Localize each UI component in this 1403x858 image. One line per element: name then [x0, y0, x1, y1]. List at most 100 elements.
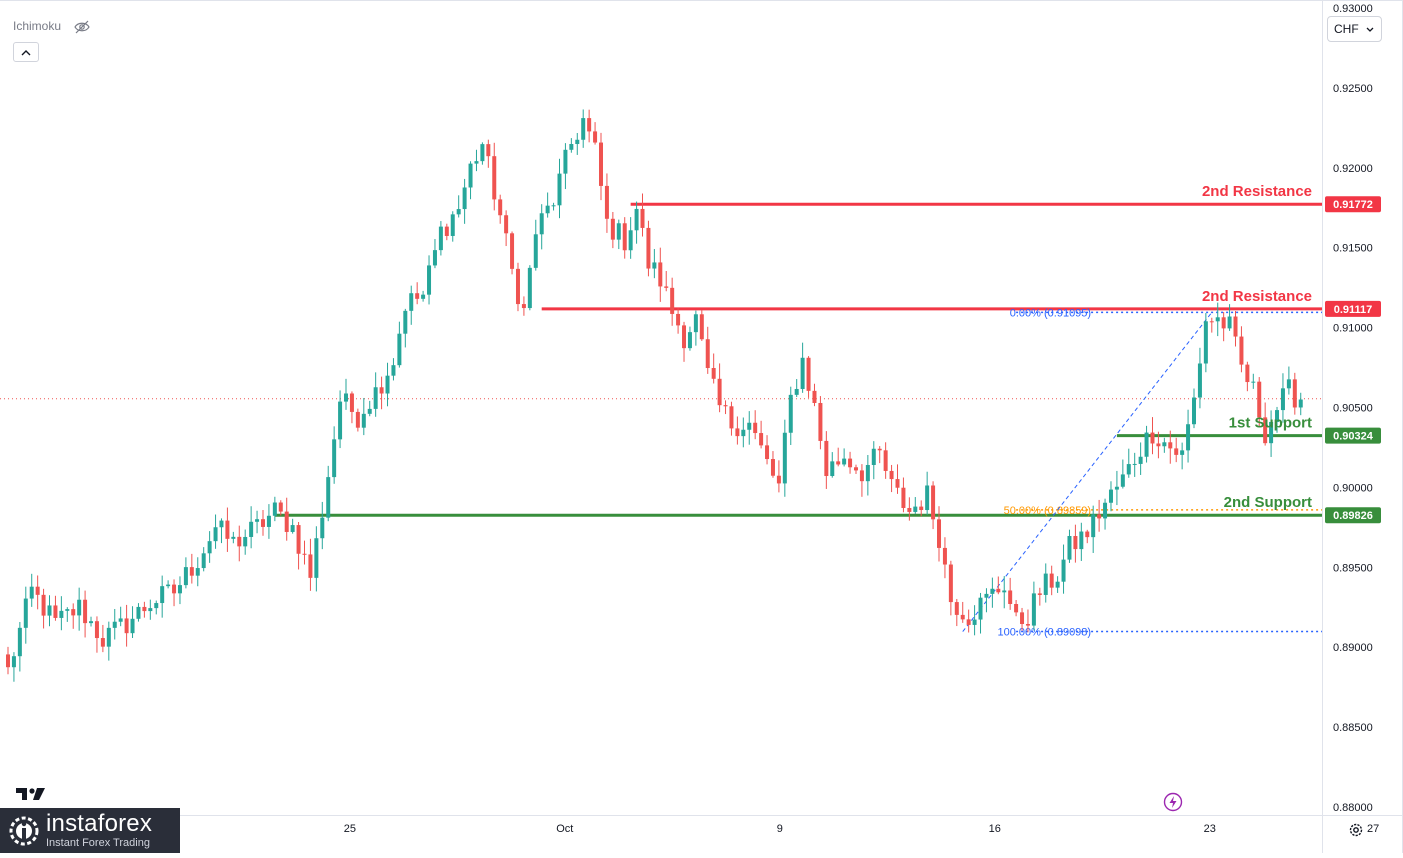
candle	[1108, 481, 1113, 512]
level-labels: 2nd Resistance 0.91772 2nd Resistance 0.911…	[1202, 183, 1381, 524]
candle	[634, 201, 639, 244]
indicator-label[interactable]: Ichimoku	[13, 19, 62, 33]
candle	[118, 606, 123, 627]
candle	[1031, 581, 1036, 631]
candle	[17, 621, 22, 672]
candle	[373, 372, 378, 417]
candle	[931, 481, 936, 530]
candle	[800, 342, 805, 393]
candle	[11, 652, 16, 682]
candle	[1002, 576, 1007, 609]
candle	[990, 577, 995, 608]
candle	[599, 132, 603, 201]
price-tag	[1325, 196, 1381, 213]
candle	[705, 326, 710, 374]
candle	[1192, 388, 1196, 429]
candle	[462, 178, 467, 224]
tradingview-logo-icon[interactable]	[16, 786, 46, 802]
candle	[172, 579, 177, 607]
price-axis[interactable]: 0.93000 0.92500 0.92000 0.91500 0.91000 0.905…	[1333, 3, 1373, 814]
candle	[1233, 311, 1238, 347]
candle	[824, 431, 829, 489]
candle	[1025, 609, 1030, 633]
candle	[1103, 498, 1108, 530]
y-tick-label: 0.90000	[1333, 482, 1373, 494]
candle	[23, 586, 28, 644]
candle	[166, 580, 171, 589]
candle	[1197, 347, 1202, 409]
candle	[610, 211, 615, 249]
candle	[806, 356, 811, 398]
eye-crossed-icon[interactable]	[74, 20, 90, 34]
candle	[1156, 431, 1161, 459]
lightning-icon[interactable]	[1163, 792, 1183, 812]
candle	[1120, 459, 1125, 489]
gear-icon[interactable]	[1348, 822, 1364, 838]
candle	[527, 265, 532, 311]
candle	[349, 391, 354, 424]
price-tag-label: 0.90324	[1333, 431, 1374, 443]
candle	[444, 223, 449, 241]
candle	[1132, 452, 1137, 477]
collapse-legend-button[interactable]	[13, 42, 39, 62]
resistance-level-name: 2nd Resistance	[1202, 183, 1312, 200]
x-tick-label: 23	[1204, 823, 1216, 835]
candle	[1091, 505, 1096, 553]
candle	[853, 464, 858, 474]
price-tag	[1325, 300, 1381, 317]
candle	[1014, 600, 1019, 617]
candle	[450, 211, 455, 242]
candle	[1269, 410, 1274, 457]
candle	[711, 353, 716, 384]
instaforex-logo-icon	[9, 816, 39, 845]
candle	[670, 277, 675, 326]
candle	[1209, 317, 1214, 333]
candle	[1079, 522, 1084, 561]
candle	[53, 595, 58, 621]
candle	[1239, 326, 1244, 373]
candle	[587, 109, 592, 143]
candle	[1020, 607, 1025, 631]
candle	[367, 400, 372, 417]
candle	[71, 603, 76, 629]
candle	[628, 217, 633, 259]
candle	[154, 600, 159, 615]
candle	[320, 501, 325, 550]
candle	[581, 109, 586, 148]
price-tag-label: 0.91772	[1333, 199, 1373, 211]
support-level-name: 2nd Support	[1224, 494, 1312, 511]
candle	[255, 510, 260, 534]
candle	[1037, 587, 1042, 606]
candle	[776, 460, 781, 493]
candle	[1055, 576, 1060, 593]
candle	[415, 282, 420, 305]
candle	[616, 219, 621, 250]
candle	[557, 158, 562, 219]
candle	[403, 308, 408, 348]
candle	[812, 383, 817, 407]
candle	[859, 464, 864, 497]
candle	[474, 149, 479, 172]
candle	[272, 496, 277, 522]
candle	[907, 497, 912, 521]
y-tick-label: 0.89500	[1333, 562, 1373, 574]
currency-select[interactable]: CHF	[1327, 16, 1382, 42]
candle	[142, 601, 147, 618]
candle	[296, 522, 301, 570]
candle	[794, 379, 799, 398]
candle	[747, 411, 752, 445]
candle	[942, 537, 947, 579]
candle	[148, 599, 153, 620]
candle	[735, 416, 740, 445]
candle	[326, 465, 331, 522]
x-tick-label: 25	[344, 823, 356, 835]
candle	[1114, 470, 1119, 506]
candle	[622, 217, 627, 259]
candle	[456, 195, 461, 218]
price-tag	[1325, 507, 1381, 524]
candle	[266, 504, 271, 539]
candle	[409, 285, 414, 325]
candle	[1186, 409, 1191, 463]
